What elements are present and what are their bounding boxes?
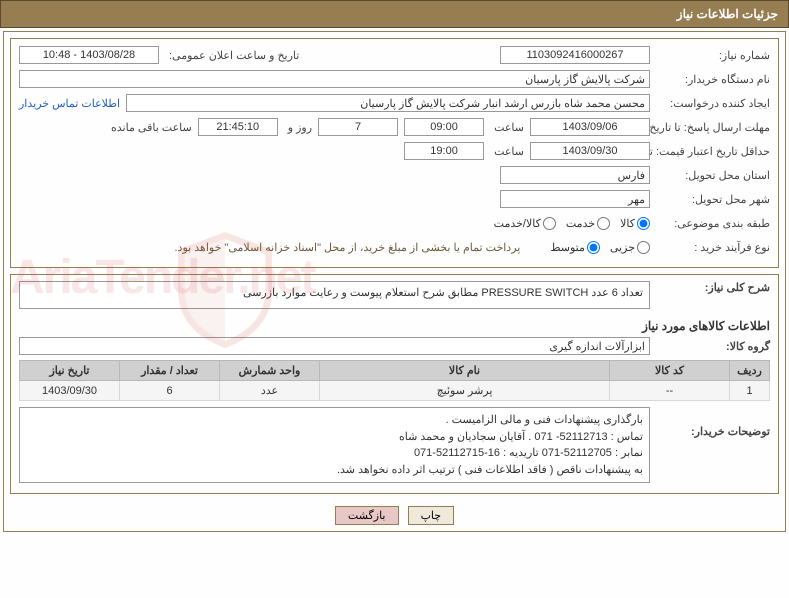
- back-button[interactable]: بازگشت: [335, 506, 399, 525]
- items-section-title: اطلاعات کالاهای مورد نیاز: [19, 313, 770, 336]
- delivery-city-field: مهر: [500, 190, 650, 208]
- days-word: روز و: [284, 121, 312, 134]
- delivery-province-field: فارس: [500, 166, 650, 184]
- deadline-label: مهلت ارسال پاسخ: تا تاریخ:: [650, 121, 770, 134]
- min-validity-time-field: 19:00: [404, 142, 484, 160]
- announce-field: 1403/08/28 - 10:48: [19, 46, 159, 64]
- general-desc-field: تعداد 6 عدد PRESSURE SWITCH مطابق شرح اس…: [19, 281, 650, 309]
- process-medium-label: متوسط: [550, 241, 585, 254]
- table-row: 1 -- پرشر سوئیچ عدد 6 1403/09/30: [20, 381, 770, 401]
- items-table: ردیف کد کالا نام کالا واحد شمارش تعداد /…: [19, 360, 770, 401]
- col-row: ردیف: [730, 361, 770, 381]
- remarks-line: به پیشنهادات ناقص ( فاقد اطلاعات فنی ) ت…: [26, 462, 643, 479]
- col-date: تاریخ نیاز: [20, 361, 120, 381]
- category-goods-label: کالا: [620, 217, 635, 230]
- process-medium-radio[interactable]: [587, 241, 600, 254]
- requester-label: ایجاد کننده درخواست:: [650, 97, 770, 110]
- deadline-date-field: 1403/09/06: [530, 118, 650, 136]
- process-partial-radio[interactable]: [637, 241, 650, 254]
- need-number-label: شماره نیاز:: [650, 49, 770, 62]
- col-code: کد کالا: [610, 361, 730, 381]
- deadline-time-field: 09:00: [404, 118, 484, 136]
- category-service-label: خدمت: [566, 217, 595, 230]
- cell-row: 1: [730, 381, 770, 401]
- time-remaining-field: 21:45:10: [198, 118, 278, 136]
- details-panel: شماره نیاز: 1103092416000267 تاریخ و ساع…: [10, 38, 779, 268]
- buyer-remarks-label: توضیحات خریدار:: [650, 407, 770, 438]
- min-validity-label: حداقل تاریخ اعتبار قیمت: تا تاریخ:: [650, 145, 770, 158]
- cell-code: --: [610, 381, 730, 401]
- delivery-province-label: استان محل تحویل:: [650, 169, 770, 182]
- cell-qty: 6: [120, 381, 220, 401]
- category-goods-service-radio[interactable]: [543, 217, 556, 230]
- delivery-city-label: شهر محل تحویل:: [650, 193, 770, 206]
- print-button[interactable]: چاپ: [408, 506, 455, 525]
- item-group-field: ابزارآلات اندازه گیری: [19, 337, 650, 355]
- cell-unit: عدد: [220, 381, 320, 401]
- item-group-label: گروه کالا:: [650, 340, 770, 353]
- process-partial-label: جزیی: [610, 241, 635, 254]
- page-title-bar: جزئیات اطلاعات نیاز: [0, 0, 789, 28]
- category-goods-radio[interactable]: [637, 217, 650, 230]
- process-type-label: نوع فرآیند خرید :: [650, 241, 770, 254]
- buyer-org-field: شرکت پالایش گاز پارسیان: [19, 70, 650, 88]
- col-unit: واحد شمارش: [220, 361, 320, 381]
- category-service-radio[interactable]: [597, 217, 610, 230]
- category-label: طبقه بندی موضوعی:: [650, 217, 770, 230]
- need-number-field: 1103092416000267: [500, 46, 650, 64]
- category-goods-service-label: کالا/خدمت: [494, 217, 541, 230]
- main-container: شماره نیاز: 1103092416000267 تاریخ و ساع…: [3, 31, 786, 532]
- cell-date: 1403/09/30: [20, 381, 120, 401]
- requester-field: محسن محمد شاه بازرس ارشد انبار شرکت پالا…: [126, 94, 650, 112]
- button-row: چاپ بازگشت: [10, 500, 779, 525]
- page-title: جزئیات اطلاعات نیاز: [677, 7, 778, 21]
- contact-buyer-link[interactable]: اطلاعات تماس خریدار: [19, 97, 120, 110]
- announce-label: تاریخ و ساعت اعلان عمومی:: [165, 49, 299, 62]
- time-label-1: ساعت: [490, 121, 524, 134]
- days-remaining-field: 7: [318, 118, 398, 136]
- buyer-remarks-field: بارگذاری پیشنهادات فنی و مالی الزامیست .…: [19, 407, 650, 483]
- cell-name: پرشر سوئیچ: [320, 381, 610, 401]
- col-name: نام کالا: [320, 361, 610, 381]
- remarks-line: نمابر : 52112705-071 تاریدیه : 16-521127…: [26, 445, 643, 462]
- payment-note: پرداخت تمام یا بخشی از مبلغ خرید، از محل…: [171, 241, 521, 254]
- remarks-line: بارگذاری پیشنهادات فنی و مالی الزامیست .: [26, 412, 643, 429]
- general-desc-label: شرح کلی نیاز:: [650, 281, 770, 294]
- col-qty: تعداد / مقدار: [120, 361, 220, 381]
- remarks-line: تماس : 52112713- 071 . آقایان سجادیان و …: [26, 429, 643, 446]
- time-label-2: ساعت: [490, 145, 524, 158]
- buyer-org-label: نام دستگاه خریدار:: [650, 73, 770, 86]
- min-validity-date-field: 1403/09/30: [530, 142, 650, 160]
- description-panel: شرح کلی نیاز: تعداد 6 عدد PRESSURE SWITC…: [10, 274, 779, 494]
- remaining-suffix: ساعت باقی مانده: [107, 121, 192, 134]
